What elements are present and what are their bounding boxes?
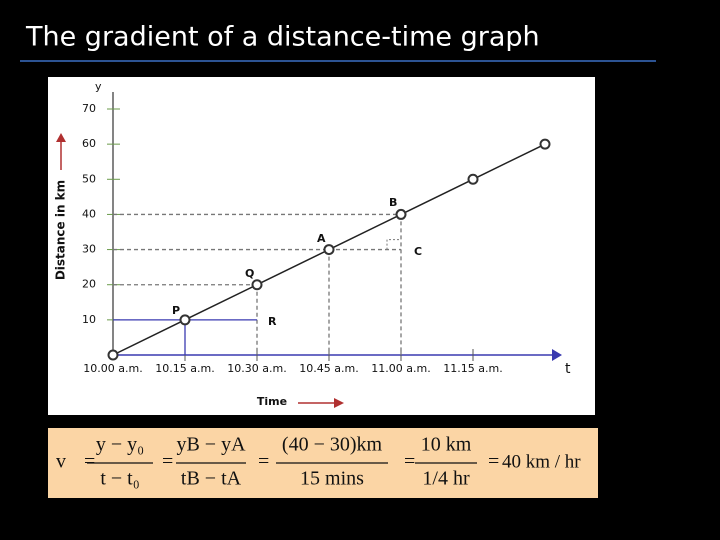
x-tick-label: 10.30 a.m. — [227, 362, 286, 375]
y-axis-name: y — [95, 80, 102, 93]
x-tick-label: 10.15 a.m. — [155, 362, 214, 375]
formula-lhs: v — [56, 451, 66, 473]
numerator: yB − yA — [176, 434, 246, 456]
slide-title: The gradient of a distance-time graph — [25, 22, 540, 53]
data-point — [539, 138, 551, 150]
equals-sign: = — [404, 451, 415, 473]
point-label: P — [172, 304, 180, 317]
y-tick-label: 50 — [82, 172, 96, 185]
equals-sign: = — [258, 451, 269, 473]
y-label-arrowhead — [56, 133, 66, 142]
equals-sign: = — [488, 451, 499, 473]
x-tick-label: 11.15 a.m. — [443, 362, 502, 375]
x-tick-label: 10.45 a.m. — [299, 362, 358, 375]
y-tick-label: 20 — [82, 278, 96, 291]
data-point — [467, 173, 479, 185]
data-point — [107, 349, 119, 361]
data-point — [251, 279, 263, 291]
point-label: R — [268, 315, 277, 328]
x-axis-arrow — [552, 349, 562, 361]
x-axis-label: Time — [257, 395, 287, 408]
denominator: 1/4 hr — [422, 468, 470, 490]
data-point — [179, 314, 191, 326]
denominator: 15 mins — [300, 468, 364, 490]
numerator: (40 − 30)km — [282, 434, 383, 456]
y-tick-label: 40 — [82, 207, 96, 220]
point-label: A — [317, 232, 326, 245]
y-tick-label: 70 — [82, 102, 96, 115]
chart-panel — [48, 77, 595, 415]
chart: y t Distance in km Time 10 20 30 40 50 60 70 10.00 … — [48, 77, 595, 415]
y-tick-label: 60 — [82, 137, 96, 150]
point-label: B — [389, 196, 397, 209]
data-point — [395, 208, 407, 220]
y-tick-label: 10 — [82, 313, 96, 326]
point-label: C — [414, 245, 422, 258]
y-axis-label: Distance in km — [54, 180, 68, 280]
formula-result: 40 km / hr — [502, 451, 581, 472]
y-tick-label: 30 — [82, 243, 96, 256]
numerator: y − y₀ — [96, 434, 144, 456]
x-label-arrowhead — [334, 398, 344, 408]
data-point — [323, 244, 335, 256]
x-tick-label: 10.00 a.m. — [83, 362, 142, 375]
denominator: t − t₀ — [100, 468, 139, 490]
point-label: Q — [245, 267, 254, 280]
equals-sign: = — [84, 451, 95, 473]
equals-sign: = — [162, 451, 173, 473]
numerator: 10 km — [421, 434, 472, 456]
x-tick-label: 11.00 a.m. — [371, 362, 430, 375]
x-axis-name: t — [565, 361, 571, 377]
denominator: tB − tA — [181, 468, 242, 490]
